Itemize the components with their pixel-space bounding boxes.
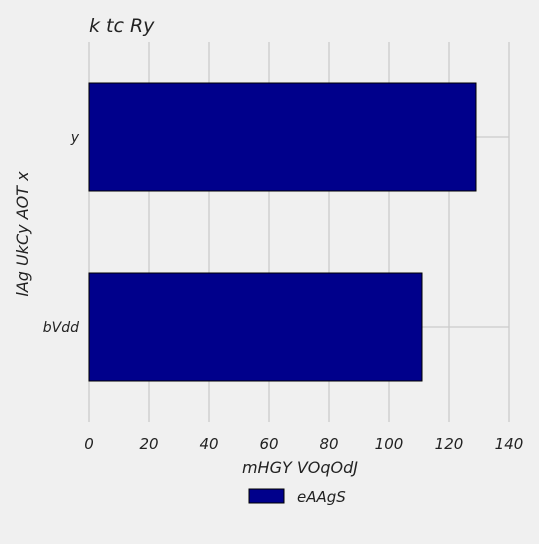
x-tick-label-7: 140 — [495, 435, 524, 453]
x-tick-label-5: 100 — [375, 435, 404, 453]
legend: eAAgS — [248, 488, 346, 506]
x-tick-label-3: 60 — [259, 435, 278, 453]
legend-label: eAAgS — [297, 488, 346, 506]
x-tick-label-1: 20 — [139, 435, 158, 453]
x-tick-labels: 0 20 40 60 80 100 120 140 — [84, 435, 523, 453]
x-tick-label-2: 40 — [199, 435, 218, 453]
x-tick-label-6: 120 — [435, 435, 464, 453]
legend-swatch — [248, 488, 285, 504]
y-tick-label-1: bVdd — [43, 320, 79, 336]
y-tick-labels: y bVdd — [43, 130, 80, 336]
bar-1 — [88, 272, 423, 382]
x-tick-label-4: 80 — [319, 435, 338, 453]
x-axis-label: mHGY VOqOdJ — [242, 458, 358, 477]
chart-title: k tc Ry — [89, 15, 155, 37]
y-axis-label: lAg UkCy AOT x — [13, 171, 32, 297]
bars — [88, 82, 477, 382]
y-tick-label-0: y — [70, 130, 80, 146]
bar-0 — [88, 82, 477, 192]
x-tick-label-0: 0 — [84, 435, 94, 453]
